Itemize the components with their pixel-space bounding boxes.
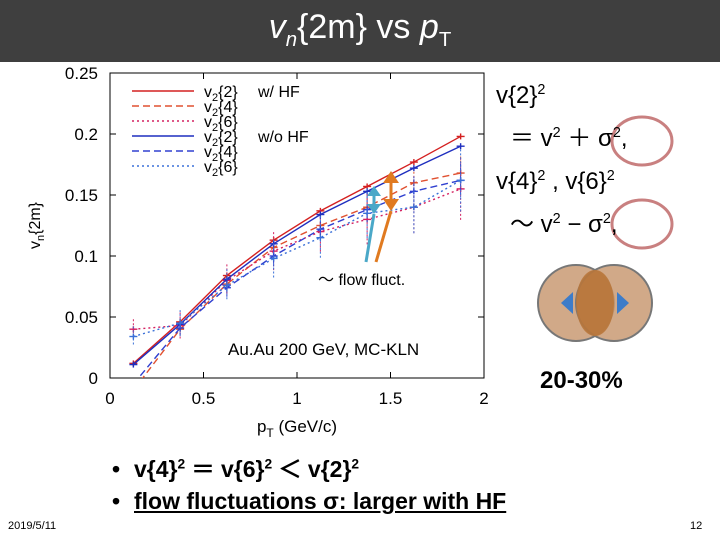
series-group xyxy=(129,133,465,378)
bullet-1: • v{4}2 ＝ v{6}2 ＜ v{2}2 xyxy=(112,450,506,488)
x-tick-label: 0 xyxy=(105,389,114,408)
formula-part: − σ xyxy=(560,211,603,238)
flow-arrow-right xyxy=(617,292,629,314)
legend-label-sub: 2 xyxy=(212,92,218,104)
formula-v22: v{2} xyxy=(496,82,538,109)
y-tick-label: 0.05 xyxy=(65,308,98,327)
x-tick-label: 2 xyxy=(479,389,488,408)
formula-line-1: v{2}2 xyxy=(496,82,545,110)
bullet-list: • v{4}2 ＝ v{6}2 ＜ v{2}2 • flow fluctuation… xyxy=(112,450,506,526)
x-axis-label-rest: (GeV/c) xyxy=(274,417,337,436)
series-line-4 xyxy=(137,179,461,378)
title-p: p xyxy=(419,8,439,46)
legend-label-rest: {2} xyxy=(218,129,238,146)
x-axis-label-sub: T xyxy=(266,426,274,440)
orange-pointer-line xyxy=(374,210,393,263)
formula-sup: 2 xyxy=(537,82,546,98)
x-axis-label: pT (GeV/c) xyxy=(257,417,337,440)
system-label: Au.Au 200 GeV, MC-KLN xyxy=(228,340,420,359)
legend-label-sub: 2 xyxy=(212,137,218,149)
series-line-3 xyxy=(132,145,461,366)
overlap-region xyxy=(576,270,614,336)
formula-part: ＋ σ xyxy=(560,125,613,152)
bullet-dot: • xyxy=(112,456,121,482)
x-tick-label: 1 xyxy=(292,389,301,408)
centrality-label: 20-30% xyxy=(540,367,623,394)
legend-group-label: w/ HF xyxy=(257,84,300,101)
sigma-ring-bottom xyxy=(610,198,674,250)
title-bar: vn{2m} vs pT xyxy=(0,0,720,62)
formula-sup: 2 xyxy=(552,211,561,227)
x-tick-label: 1.5 xyxy=(379,389,403,408)
legend-layer: v2{2}v2{4}v2{6}v2{2}v2{4}v2{6}w/ HFw/o H… xyxy=(132,84,309,179)
title-p-sub: T xyxy=(438,28,452,51)
legend-label-rest: {6} xyxy=(218,159,238,176)
series-layer xyxy=(129,133,465,378)
legend-label-rest: {4} xyxy=(218,144,238,161)
y-tick-label: 0.1 xyxy=(74,247,98,266)
formula-v62: , v{6} xyxy=(545,168,607,195)
flow-fluct-label: ～ flow fluct. xyxy=(318,272,406,289)
axes-layer: 0 0.05 0.1 0.15 0.2 0.25 0 0.5 1 1.5 2 pT (GeV/c) vn… xyxy=(27,64,489,440)
formula-sup: 2 xyxy=(602,211,611,227)
bullet-2: • flow fluctuations σ: larger with HF xyxy=(112,488,506,526)
formula-line-2: ＝ v2 ＋ σ2, xyxy=(510,118,628,153)
slide-date: 2019/5/11 xyxy=(8,520,57,532)
page-number: 12 xyxy=(690,520,703,532)
series-line-1 xyxy=(141,172,461,378)
y-tick-label: 0.25 xyxy=(65,64,98,83)
decoration-layer xyxy=(364,115,674,342)
legend-label-sub: 2 xyxy=(212,122,218,134)
formula-line-3: v{4}2 , v{6}2 xyxy=(496,168,615,196)
formula-v42: v{4} xyxy=(496,168,538,195)
series-line-0 xyxy=(132,135,461,364)
title-v: v xyxy=(268,8,286,46)
bullet-dot: • xyxy=(112,488,121,514)
bullet-text: v{4} xyxy=(134,456,178,482)
legend-label-sub: 2 xyxy=(212,152,218,164)
title-rest: {2m} vs xyxy=(297,8,420,46)
bullet-text: ＝ v{6} xyxy=(185,456,265,482)
cyan-pointer-line xyxy=(364,213,376,263)
legend-label-5: v2{6} xyxy=(204,159,238,179)
formula-sup: 2 xyxy=(552,125,561,141)
formula-part: ～ v xyxy=(510,211,553,238)
bullet-sup: 2 xyxy=(351,456,360,472)
formula-sup: 2 xyxy=(612,125,621,141)
legend-label-rest: {6} xyxy=(218,114,238,131)
formula-part: , xyxy=(620,125,628,152)
orange-arrow-head-down xyxy=(383,199,399,211)
title-n: n xyxy=(285,28,298,51)
legend-label-rest: {2} xyxy=(218,84,238,101)
x-tick-label: 0.5 xyxy=(192,389,216,408)
formula-line-4: ～ v2 − σ2, xyxy=(510,204,618,239)
cyan-arrow-head-up xyxy=(367,186,381,196)
y-axis-label: vn{2m} xyxy=(27,201,47,249)
series-line-5 xyxy=(133,179,461,338)
orange-arrow-head-up xyxy=(383,171,399,183)
y-axis-label-sub: n xyxy=(35,235,47,241)
legend-label-sub: 2 xyxy=(212,107,218,119)
flow-arrow-left xyxy=(561,292,573,314)
bullet-text: flow fluctuations σ: larger with HF xyxy=(134,488,507,514)
y-tick-label: 0 xyxy=(89,369,98,388)
formula-sup: 2 xyxy=(606,168,615,184)
legend-label-rest: {4} xyxy=(218,99,238,116)
formula-sup: 2 xyxy=(537,168,546,184)
legend-label-sub: 2 xyxy=(212,167,218,179)
cyan-arrow-head-down xyxy=(367,204,381,214)
y-tick-label: 0.2 xyxy=(74,125,98,144)
legend-group-label: w/o HF xyxy=(257,129,309,146)
y-tick-label: 0.15 xyxy=(65,186,98,205)
bullet-text: ＜ v{2} xyxy=(272,456,352,482)
sigma-ring-top xyxy=(610,115,674,167)
slide-title: vn{2m} vs pT xyxy=(0,8,720,52)
bullet-sup: 2 xyxy=(177,456,186,472)
bullet-sup: 2 xyxy=(264,456,273,472)
series-line-2 xyxy=(133,188,461,330)
y-axis-label-rest: {2m} xyxy=(27,201,44,235)
formula-part: , xyxy=(610,211,618,238)
formula-part: ＝ v xyxy=(510,125,553,152)
